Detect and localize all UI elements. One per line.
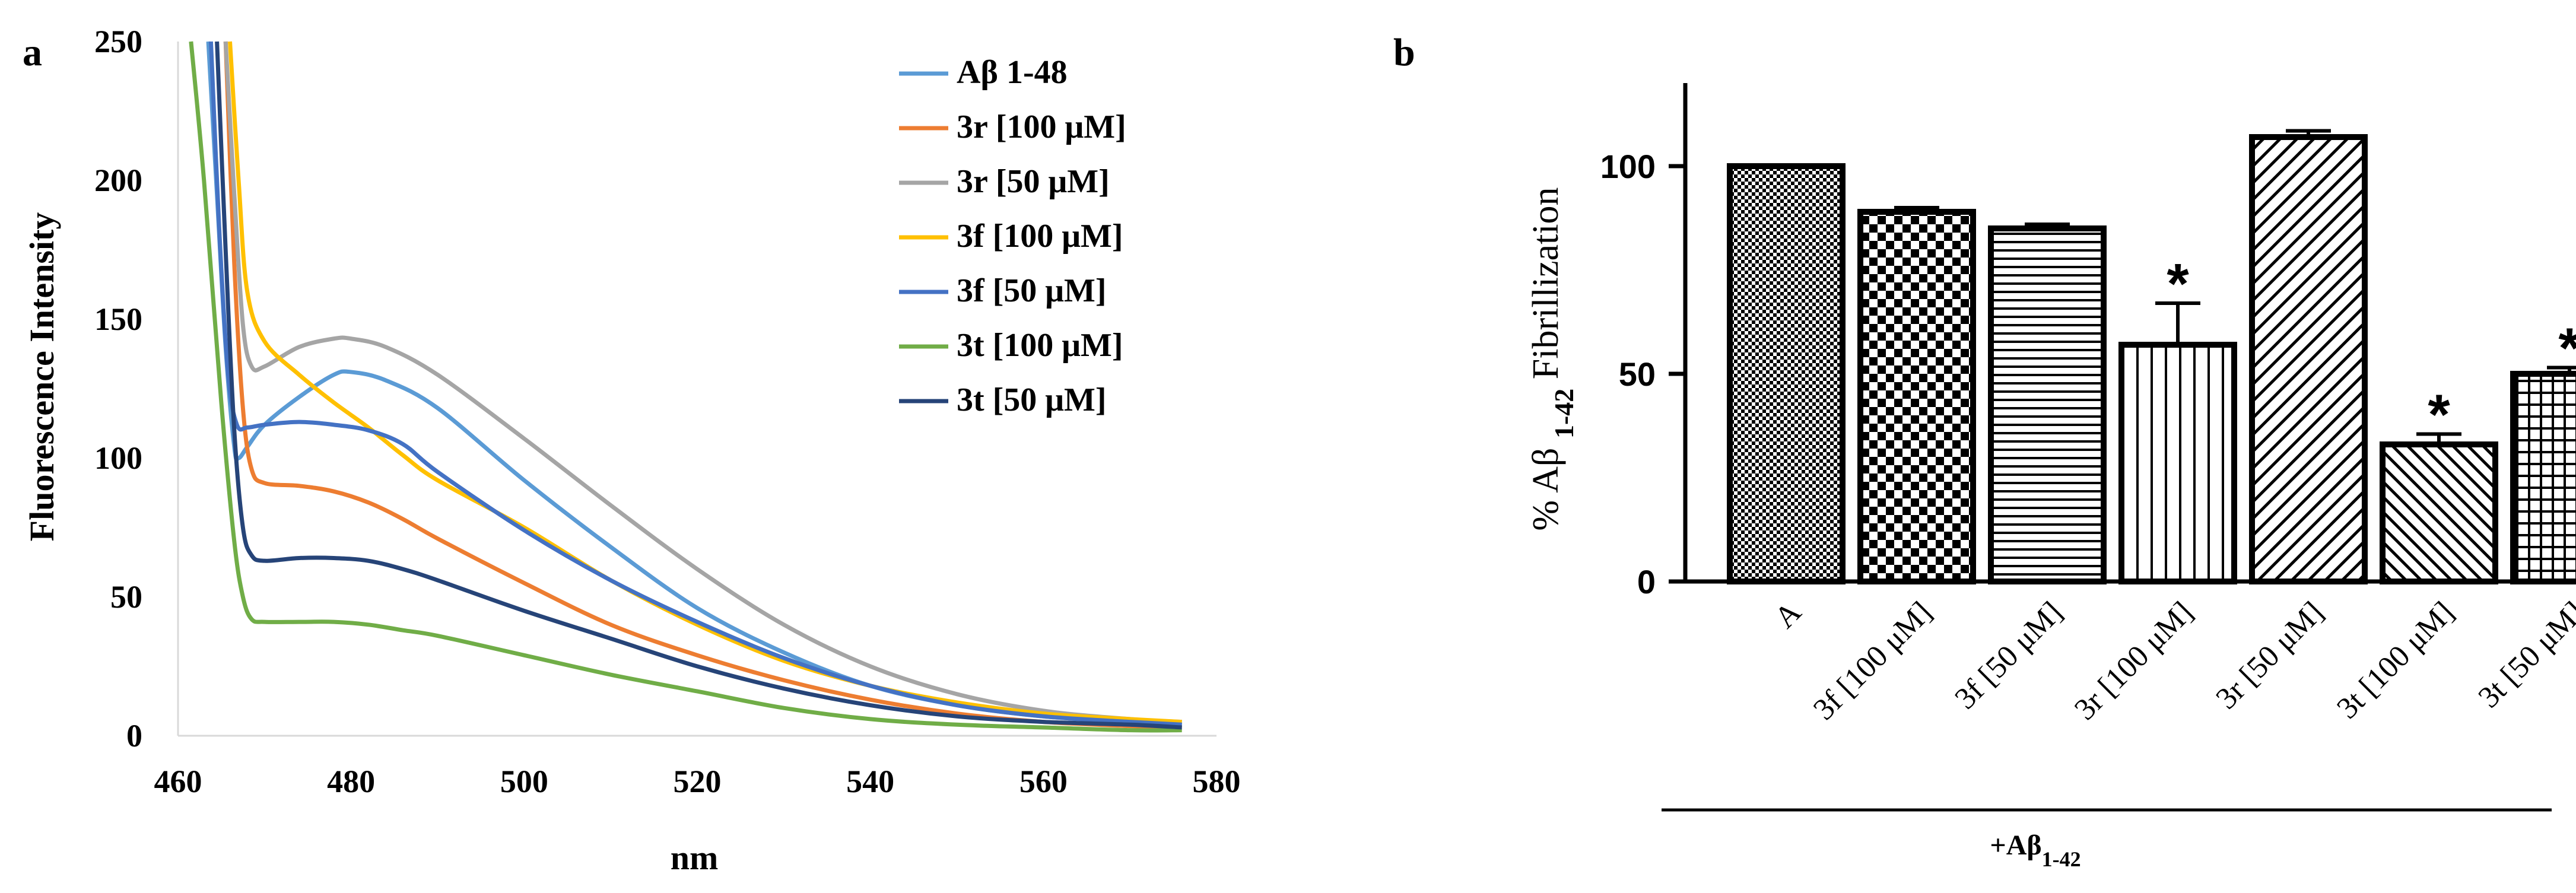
panel-b-y-axis-label-tail: Fibrillization bbox=[1526, 187, 1566, 388]
panel-a-y-axis-label: Fluorescence Intensity bbox=[23, 212, 61, 542]
panel-b-bar-3 bbox=[2118, 342, 2237, 584]
panel-b-group-label-main: +Aβ bbox=[1990, 830, 2041, 861]
panel-a-y-tick-label: 250 bbox=[94, 24, 142, 59]
panel-a-x-tick-label: 480 bbox=[327, 764, 375, 799]
panel-b-category-label-5: 3t [100 μM] bbox=[2330, 595, 2460, 725]
panel-b-bar-chart: b % Aβ 1-42 Fibrillization 0 50 100 A3f [1… bbox=[1393, 31, 2576, 871]
panel-b-bar-6 bbox=[2510, 371, 2576, 584]
panel-b-category-label-2: 3f [50 μM] bbox=[1948, 595, 2069, 716]
panel-b-y-tick-label: 50 bbox=[1619, 355, 1656, 393]
panel-b-category-label-6: 3t [50 μM] bbox=[2472, 595, 2576, 714]
panel-b-y-tick-label: 0 bbox=[1637, 563, 1656, 600]
panel-a-x-tick-label: 460 bbox=[154, 764, 202, 799]
panel-b-y-tick-label: 100 bbox=[1600, 148, 1656, 185]
panel-a-legend-label-4: 3f [50 μM] bbox=[957, 272, 1107, 309]
panel-a-series-line-5 bbox=[189, 41, 1182, 733]
panel-a-x-tick-label: 580 bbox=[1193, 764, 1241, 799]
panel-b-y-axis-label: % Aβ 1-42 Fibrillization bbox=[1526, 187, 1579, 530]
panel-a-y-tick-label: 100 bbox=[94, 440, 142, 476]
panel-b-letter: b bbox=[1393, 31, 1415, 74]
panel-a-legend-label-5: 3t [100 μM] bbox=[957, 327, 1123, 364]
panel-a-legend-label-3: 3f [100 μM] bbox=[957, 218, 1123, 255]
panel-a-series-lines bbox=[189, 41, 1182, 733]
panel-b-significance-marker-3: * bbox=[2167, 252, 2189, 316]
panel-b-y-axis-label-main: % Aβ bbox=[1526, 438, 1566, 531]
panel-a-legend-label-6: 3t [50 μM] bbox=[957, 382, 1107, 418]
panel-b-y-axis-label-sub: 1-42 bbox=[1549, 389, 1579, 438]
panel-a-series-line-2 bbox=[223, 41, 1182, 724]
panel-a-x-tick-label: 500 bbox=[500, 764, 548, 799]
panel-a-legend: Aβ 1-48 3r [100 μM] 3r [50 μM] 3f [100 μM] 3… bbox=[899, 54, 1126, 418]
panel-a-y-tick-label: 150 bbox=[94, 301, 142, 337]
panel-a-line-chart: a Fluorescence Intensity nm 460 480 500 520… bbox=[23, 24, 1241, 877]
panel-b-bar-1 bbox=[1857, 209, 1976, 584]
panel-a-x-axis-label: nm bbox=[671, 838, 719, 877]
panel-a-legend-label-2: 3r [50 μM] bbox=[957, 163, 1110, 200]
panel-a-series-line-1 bbox=[223, 41, 1182, 730]
panel-a-axes: 460 480 500 520 540 560 580 0 50 100 150 200 250 bbox=[94, 24, 1241, 799]
panel-b-category-label-4: 3r [50 μM] bbox=[2209, 595, 2330, 716]
panel-a-x-tick-label: 520 bbox=[674, 764, 722, 799]
panel-b-group-label: +Aβ1-42 bbox=[1990, 830, 2081, 871]
panel-a-series-line-3 bbox=[228, 41, 1182, 724]
panel-a-legend-label-0: Aβ 1-48 bbox=[957, 54, 1068, 91]
panel-b-bar-2 bbox=[1988, 225, 2107, 584]
panel-b-category-label-1: 3f [100 μM] bbox=[1807, 595, 1938, 726]
panel-a-y-tick-label: 200 bbox=[94, 163, 142, 198]
panel-a-y-tick-label: 0 bbox=[126, 718, 142, 754]
panel-b-group-label-sub: 1-42 bbox=[2042, 847, 2081, 871]
panel-b-bar-4 bbox=[2249, 134, 2368, 584]
panel-a-x-tick-label: 560 bbox=[1019, 764, 1068, 799]
panel-b-significance-marker-5: * bbox=[2428, 383, 2450, 447]
panel-b-significance-marker-6: * bbox=[2558, 317, 2576, 380]
panel-b-bars: A3f [100 μM] 3f [50 μM] * 3r [100 μM] 3r [50… bbox=[1727, 129, 2576, 727]
panel-b-bar-5 bbox=[2380, 441, 2498, 584]
panel-b-bar-0 bbox=[1727, 163, 1846, 584]
panel-a-series-line-6 bbox=[215, 41, 1182, 730]
panel-a-y-tick-label: 50 bbox=[110, 579, 142, 615]
panel-b-category-label-0: A bbox=[1768, 595, 1808, 635]
panel-b-category-label-3: 3r [100 μM] bbox=[2068, 595, 2199, 726]
panel-a-x-tick-label: 540 bbox=[846, 764, 894, 799]
panel-a-letter: a bbox=[23, 31, 42, 74]
panel-a-legend-label-1: 3r [100 μM] bbox=[957, 109, 1126, 145]
